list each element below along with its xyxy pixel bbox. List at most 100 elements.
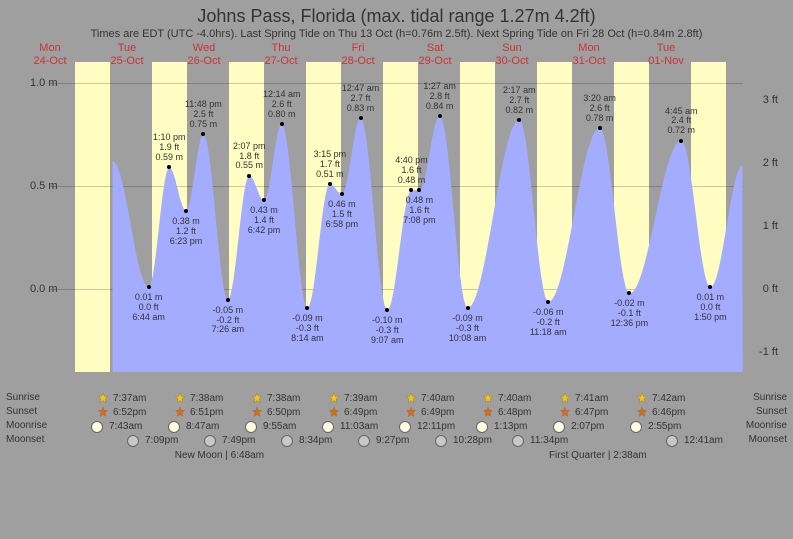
chart-title: Johns Pass, Florida (max. tidal range 1.… bbox=[0, 6, 793, 27]
sunrise-time: 7:38am bbox=[190, 393, 223, 404]
y-tick-right: -1 ft bbox=[759, 346, 778, 358]
tide-point bbox=[167, 165, 171, 169]
sunset-time: 6:48pm bbox=[498, 407, 531, 418]
sunrise-icon bbox=[405, 392, 417, 404]
chart-subtitle: Times are EDT (UTC -4.0hrs). Last Spring… bbox=[0, 28, 793, 40]
legend-label: Sunset bbox=[6, 406, 37, 417]
sunset-icon bbox=[97, 406, 109, 418]
sunrise-icon bbox=[251, 392, 263, 404]
tide-point bbox=[517, 118, 521, 122]
sunset-icon bbox=[174, 406, 186, 418]
moonset-time: 7:09pm bbox=[145, 435, 178, 446]
tide-point bbox=[546, 300, 550, 304]
moonset-time: 10:28pm bbox=[453, 435, 492, 446]
low-tide-label: -0.09 m-0.3 ft10:08 am bbox=[449, 314, 487, 344]
legend-row-sunset: SunsetSunset6:52pm6:51pm6:50pm6:49pm6:49… bbox=[50, 406, 743, 420]
moonrise-icon bbox=[245, 421, 257, 433]
low-tide-label: 0.43 m1.4 ft6:42 pm bbox=[248, 206, 281, 236]
high-tide-label: 1:27 am2.8 ft0.84 m bbox=[423, 82, 456, 112]
tide-point bbox=[708, 285, 712, 289]
legend-row-moonrise: MoonriseMoonrise7:43am8:47am9:55am11:03a… bbox=[50, 420, 743, 434]
high-tide-label: 3:20 am2.6 ft0.78 m bbox=[583, 94, 616, 124]
legend-label: Moonrise bbox=[6, 420, 47, 431]
sunset-icon bbox=[405, 406, 417, 418]
low-tide-label: -0.02 m-0.1 ft12:36 pm bbox=[611, 299, 649, 329]
low-tide-label: -0.05 m-0.2 ft7:26 am bbox=[212, 306, 245, 336]
moonrise-time: 9:55am bbox=[263, 421, 296, 432]
moonrise-icon bbox=[630, 421, 642, 433]
moonset-icon bbox=[127, 435, 139, 447]
tide-point bbox=[359, 116, 363, 120]
sunset-time: 6:46pm bbox=[652, 407, 685, 418]
tide-point bbox=[262, 198, 266, 202]
moonrise-icon bbox=[91, 421, 103, 433]
tide-point bbox=[627, 291, 631, 295]
tide-point bbox=[466, 306, 470, 310]
low-tide-label: 0.48 m1.6 ft7:08 pm bbox=[403, 196, 436, 226]
y-tick-right: 2 ft bbox=[763, 157, 778, 169]
tide-point bbox=[226, 298, 230, 302]
legend-label: Moonset bbox=[6, 434, 44, 445]
moonrise-icon bbox=[399, 421, 411, 433]
moonrise-time: 2:55pm bbox=[648, 421, 681, 432]
tide-point bbox=[280, 122, 284, 126]
tide-point bbox=[598, 126, 602, 130]
sunrise-time: 7:37am bbox=[113, 393, 146, 404]
sunset-time: 6:52pm bbox=[113, 407, 146, 418]
tide-point bbox=[340, 192, 344, 196]
y-tick-right: 3 ft bbox=[763, 94, 778, 106]
low-tide-label: 0.46 m1.5 ft6:58 pm bbox=[326, 200, 359, 230]
moonset-time: 9:27pm bbox=[376, 435, 409, 446]
sunrise-icon bbox=[636, 392, 648, 404]
moonset-time: 8:34pm bbox=[299, 435, 332, 446]
plot-area: 0.01 m0.0 ft6:44 am 1:10 pm1.9 ft0.59 m 0.… bbox=[50, 62, 743, 372]
low-tide-label: 0.01 m0.0 ft6:44 am bbox=[132, 293, 165, 323]
y-tick-right: 1 ft bbox=[763, 220, 778, 232]
legend-label: Sunrise bbox=[6, 392, 40, 403]
low-tide-label: -0.10 m-0.3 ft9:07 am bbox=[371, 316, 404, 346]
moonset-icon bbox=[204, 435, 216, 447]
moonset-icon bbox=[281, 435, 293, 447]
high-tide-label: 2:17 am2.7 ft0.82 m bbox=[503, 86, 536, 116]
moonrise-time: 8:47am bbox=[186, 421, 219, 432]
sunset-icon bbox=[251, 406, 263, 418]
sunset-time: 6:49pm bbox=[344, 407, 377, 418]
moon-phase-label: First Quarter | 2:38am bbox=[549, 450, 647, 461]
moonrise-time: 7:43am bbox=[109, 421, 142, 432]
sunset-time: 6:51pm bbox=[190, 407, 223, 418]
moonrise-icon bbox=[322, 421, 334, 433]
sunset-icon bbox=[328, 406, 340, 418]
tide-point bbox=[409, 188, 413, 192]
sunrise-time: 7:40am bbox=[498, 393, 531, 404]
sunset-icon bbox=[636, 406, 648, 418]
sunrise-icon bbox=[97, 392, 109, 404]
low-tide-label: 0.38 m1.2 ft6:23 pm bbox=[170, 217, 203, 247]
moonrise-time: 11:03am bbox=[340, 421, 378, 432]
sunset-time: 6:47pm bbox=[575, 407, 608, 418]
sunset-time: 6:50pm bbox=[267, 407, 300, 418]
sunrise-time: 7:41am bbox=[575, 393, 608, 404]
moonset-icon bbox=[512, 435, 524, 447]
low-tide-label: -0.09 m-0.3 ft8:14 am bbox=[291, 314, 324, 344]
high-tide-label: 3:15 pm1.7 ft0.51 m bbox=[314, 150, 347, 180]
tide-point bbox=[184, 209, 188, 213]
moonset-time: 12:41am bbox=[684, 435, 723, 446]
tide-point bbox=[305, 306, 309, 310]
tide-point bbox=[201, 132, 205, 136]
sunrise-icon bbox=[482, 392, 494, 404]
sunset-icon bbox=[482, 406, 494, 418]
sunrise-time: 7:38am bbox=[267, 393, 300, 404]
legend-row-sunrise: SunriseSunrise7:37am7:38am7:38am7:39am7:… bbox=[50, 392, 743, 406]
tide-point bbox=[679, 139, 683, 143]
tide-point bbox=[417, 188, 421, 192]
moon-phase-label: New Moon | 6:48am bbox=[175, 450, 264, 461]
moonrise-time: 12:11pm bbox=[417, 421, 455, 432]
high-tide-label: 12:47 am2.7 ft0.83 m bbox=[342, 84, 380, 114]
y-tick-right: 0 ft bbox=[763, 283, 778, 295]
sunrise-time: 7:40am bbox=[421, 393, 454, 404]
moonset-time: 11:34pm bbox=[530, 435, 568, 446]
tide-point bbox=[328, 182, 332, 186]
tide-chart: Johns Pass, Florida (max. tidal range 1.… bbox=[0, 0, 793, 539]
legend-row-moonset: MoonsetMoonset7:09pm7:49pm8:34pm9:27pm10… bbox=[50, 434, 743, 448]
high-tide-label: 1:10 pm1.9 ft0.59 m bbox=[153, 133, 186, 163]
